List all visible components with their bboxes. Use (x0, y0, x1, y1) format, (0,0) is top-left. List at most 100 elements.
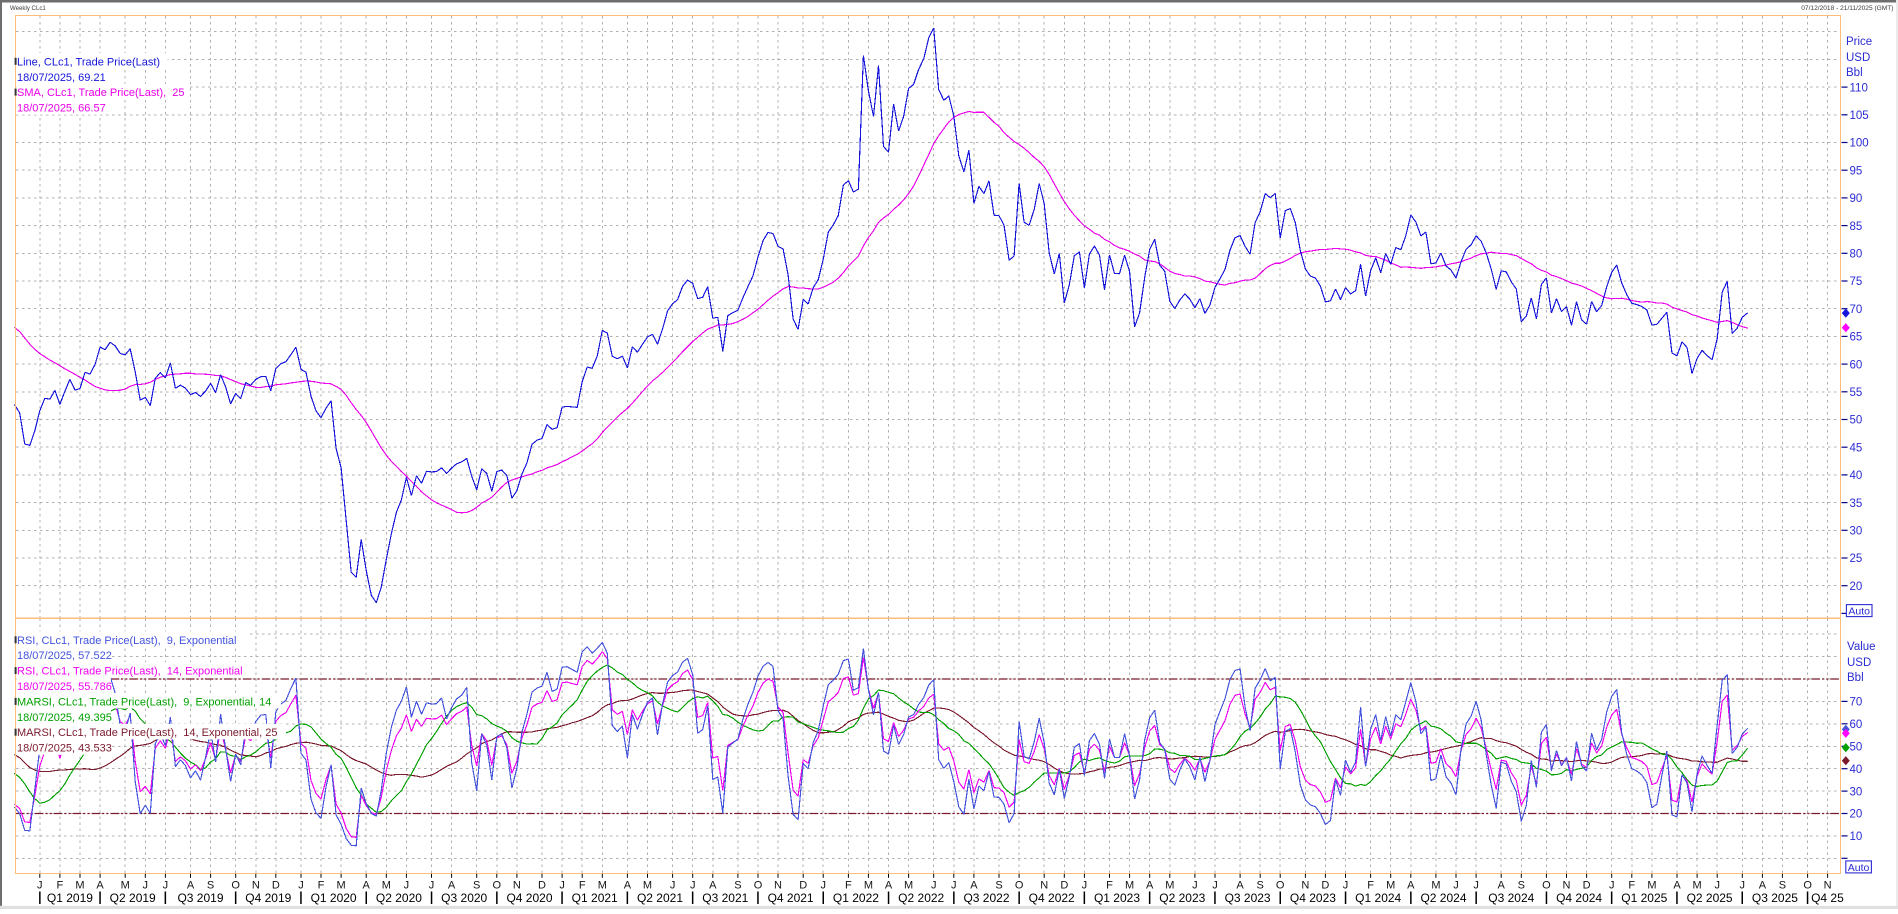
svg-text:Q2 2024: Q2 2024 (1420, 891, 1466, 905)
svg-text:18/07/2025, 57.522: 18/07/2025, 57.522 (17, 650, 112, 662)
svg-text:N: N (513, 880, 521, 892)
svg-text:Q4 2024: Q4 2024 (1556, 891, 1602, 905)
svg-text:Q3 2023: Q3 2023 (1225, 891, 1271, 905)
svg-text:A: A (1407, 880, 1415, 892)
svg-text:S: S (995, 880, 1002, 892)
svg-text:O: O (493, 880, 502, 892)
svg-text:J: J (37, 880, 43, 892)
svg-text:95: 95 (1850, 165, 1863, 177)
svg-text:50: 50 (1850, 415, 1863, 427)
svg-text:A: A (1673, 880, 1681, 892)
svg-text:A: A (363, 880, 371, 892)
svg-text:M: M (1386, 880, 1395, 892)
svg-text:Q4 25: Q4 25 (1811, 891, 1844, 905)
svg-text:F: F (1367, 880, 1374, 892)
svg-text:M: M (643, 880, 652, 892)
svg-text:40: 40 (1850, 470, 1863, 482)
svg-text:J: J (404, 880, 410, 892)
svg-text:J: J (1714, 880, 1720, 892)
svg-text:110: 110 (1850, 82, 1868, 94)
svg-text:20: 20 (1850, 809, 1863, 821)
svg-text:M: M (864, 880, 873, 892)
svg-text:Price: Price (1846, 36, 1872, 48)
svg-text:J: J (820, 880, 826, 892)
svg-text:35: 35 (1850, 498, 1863, 510)
svg-text:MARSI, CLc1, Trade Price(Last): MARSI, CLc1, Trade Price(Last), 14, Expo… (17, 727, 277, 739)
svg-text:Q2 2020: Q2 2020 (376, 891, 422, 905)
svg-text:J: J (1343, 880, 1349, 892)
svg-text:A: A (96, 880, 104, 892)
svg-text:Q1 2024: Q1 2024 (1355, 891, 1401, 905)
svg-text:Q3 2022: Q3 2022 (963, 891, 1009, 905)
svg-text:40: 40 (1850, 764, 1863, 776)
svg-text:Q4 2023: Q4 2023 (1290, 891, 1336, 905)
svg-text:D: D (1583, 880, 1591, 892)
svg-text:M: M (382, 880, 391, 892)
svg-text:S: S (473, 880, 480, 892)
svg-text:Q4 2020: Q4 2020 (506, 891, 552, 905)
svg-text:Q4 2021: Q4 2021 (768, 891, 814, 905)
svg-text:30: 30 (1850, 526, 1863, 538)
svg-text:Q1 2019: Q1 2019 (47, 891, 93, 905)
svg-text:M: M (75, 880, 84, 892)
svg-text:O: O (1803, 880, 1812, 892)
svg-text:RSI, CLc1, Trade Price(Last),: RSI, CLc1, Trade Price(Last), 14, Expone… (17, 666, 243, 678)
svg-text:J: J (163, 880, 169, 892)
svg-text:10: 10 (1850, 831, 1863, 843)
svg-text:F: F (1628, 880, 1635, 892)
svg-text:Q2 2023: Q2 2023 (1159, 891, 1205, 905)
svg-text:18/07/2025, 55.786: 18/07/2025, 55.786 (17, 681, 112, 693)
svg-text:J: J (1082, 880, 1088, 892)
svg-text:90: 90 (1850, 193, 1863, 205)
svg-text:J: J (1453, 880, 1459, 892)
svg-text:J: J (690, 880, 696, 892)
svg-text:M: M (337, 880, 346, 892)
svg-text:Weekly CLc1: Weekly CLc1 (10, 5, 46, 12)
svg-text:J: J (559, 880, 565, 892)
svg-text:M: M (1431, 880, 1440, 892)
svg-text:100: 100 (1850, 138, 1869, 150)
svg-text:25: 25 (1850, 553, 1863, 565)
svg-text:20: 20 (1850, 581, 1863, 593)
svg-text:Q1 2023: Q1 2023 (1094, 891, 1140, 905)
svg-text:A: A (970, 880, 978, 892)
svg-text:J: J (931, 880, 937, 892)
svg-text:Q2 2025: Q2 2025 (1687, 891, 1733, 905)
svg-text:N: N (1301, 880, 1309, 892)
svg-text:07/12/2018 - 21/11/2025 (GMT): 07/12/2018 - 21/11/2025 (GMT) (1801, 5, 1893, 12)
svg-text:F: F (845, 880, 852, 892)
svg-text:S: S (1779, 880, 1786, 892)
svg-text:O: O (231, 880, 240, 892)
svg-text:N: N (1040, 880, 1048, 892)
svg-text:S: S (1518, 880, 1525, 892)
svg-text:Q3 2024: Q3 2024 (1488, 891, 1534, 905)
svg-text:J: J (143, 880, 149, 892)
svg-text:60: 60 (1850, 359, 1863, 371)
svg-text:F: F (57, 880, 64, 892)
svg-text:A: A (885, 880, 893, 892)
svg-text:D: D (1321, 880, 1329, 892)
svg-text:M: M (1647, 880, 1656, 892)
svg-text:J: J (670, 880, 676, 892)
svg-text:A: A (187, 880, 195, 892)
svg-text:D: D (799, 880, 807, 892)
svg-text:A: A (624, 880, 632, 892)
svg-text:Q1 2020: Q1 2020 (311, 891, 357, 905)
svg-text:Q1 2021: Q1 2021 (572, 891, 618, 905)
svg-text:F: F (579, 880, 586, 892)
svg-text:105: 105 (1850, 110, 1869, 122)
svg-text:Line, CLc1, Trade Price(Last): Line, CLc1, Trade Price(Last) (17, 56, 160, 68)
svg-text:D: D (1060, 880, 1068, 892)
svg-text:Auto: Auto (1848, 862, 1870, 874)
svg-text:85: 85 (1850, 221, 1863, 233)
svg-text:M: M (1693, 880, 1702, 892)
svg-text:N: N (252, 880, 260, 892)
svg-text:A: A (448, 880, 456, 892)
svg-text:Q2 2019: Q2 2019 (110, 891, 156, 905)
svg-text:SMA, CLc1, Trade Price(Last),: SMA, CLc1, Trade Price(Last), 25 (17, 87, 185, 99)
svg-text:M: M (598, 880, 607, 892)
svg-text:50: 50 (1850, 742, 1863, 754)
svg-text:75: 75 (1850, 276, 1863, 288)
svg-text:O: O (1542, 880, 1551, 892)
svg-text:55: 55 (1850, 387, 1863, 399)
